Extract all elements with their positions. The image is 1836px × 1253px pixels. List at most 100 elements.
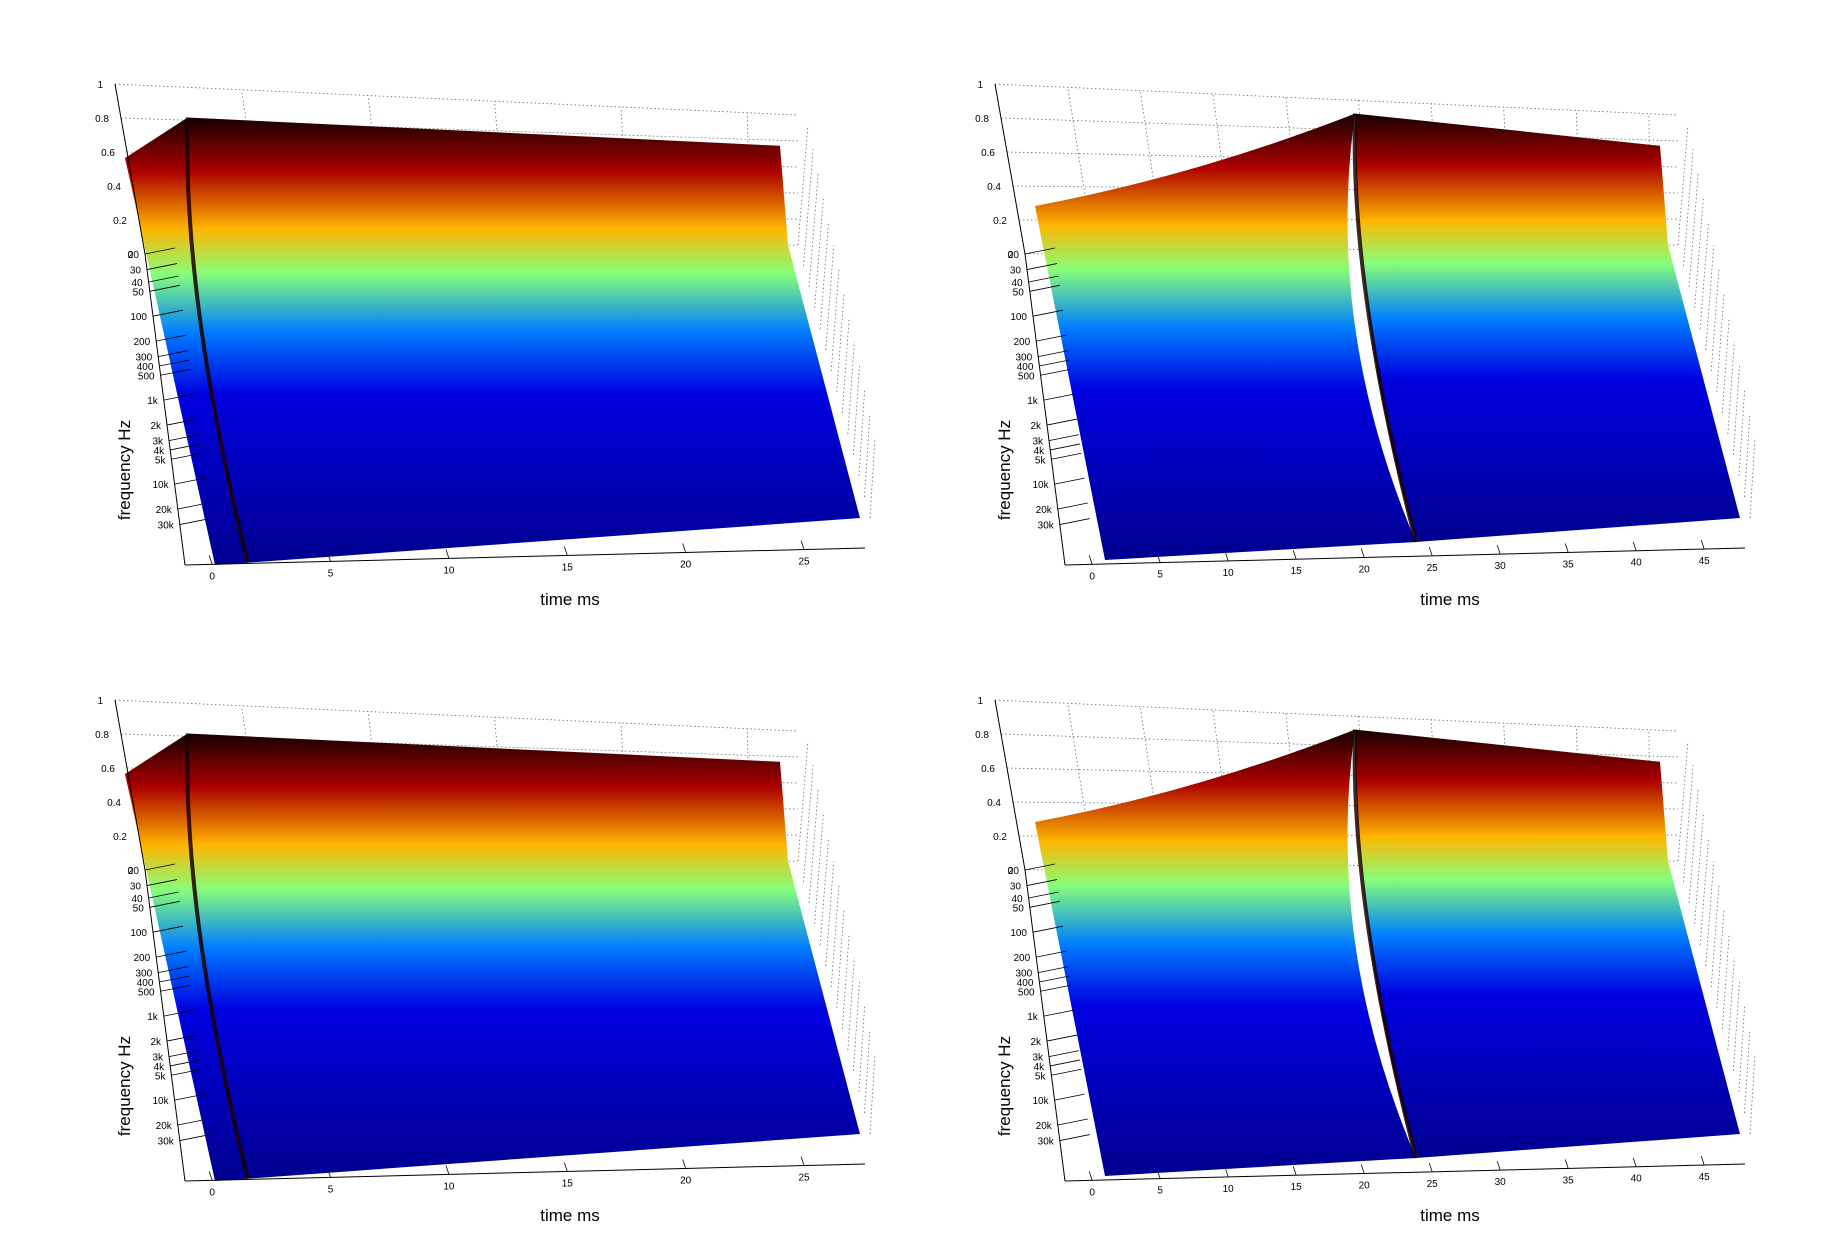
y-tick-label: 10k <box>152 1096 169 1107</box>
y-tick-label: 3k <box>1032 1053 1044 1064</box>
y-tick-label: 2k <box>150 421 162 432</box>
z-tick-label: 0.8 <box>95 730 109 741</box>
y-tick-mark <box>1038 966 1069 974</box>
y-tick-label: 400 <box>1017 978 1034 989</box>
z-tick-label: 0.6 <box>101 148 115 159</box>
y-tick-label: 300 <box>136 969 153 980</box>
y-tick-label: 100 <box>130 928 147 939</box>
surface <box>1035 729 1740 1176</box>
y-tick-mark <box>1048 434 1080 441</box>
y-tick-label: 20 <box>128 250 140 261</box>
panel-bottom-right: 00.20.40.60.81203040501002003004005001k2… <box>975 696 1756 1225</box>
y-tick-mark <box>1032 925 1064 933</box>
y-tick-mark <box>170 443 201 451</box>
x-tick-mark <box>1428 546 1433 556</box>
x-tick-label: 30 <box>1495 1177 1507 1188</box>
y-tick-label: 100 <box>1010 312 1027 323</box>
y-tick-mark <box>1039 359 1070 367</box>
z-tick-label: 0 <box>1007 866 1013 877</box>
x-tick-mark <box>1292 1166 1297 1176</box>
y-tick-label: 5k <box>1035 1071 1047 1082</box>
panel-bottom-left: 00.20.40.60.81203040501002003004005001k2… <box>95 696 876 1225</box>
y-tick-mark <box>1036 334 1067 342</box>
surface-decay <box>187 117 860 563</box>
y-tick-label: 30k <box>158 1137 175 1148</box>
x-tick-mark <box>1496 1160 1501 1171</box>
y-tick-mark <box>1043 1009 1074 1017</box>
x-tick-mark <box>208 1171 213 1181</box>
x-tick-label: 15 <box>562 562 574 573</box>
y-tick-label: 40 <box>131 278 143 289</box>
z-tick-label: 0.4 <box>107 798 121 809</box>
x-tick-label: 35 <box>1563 559 1575 570</box>
x-axis: 0 5 10 15 20 25 time ms <box>184 540 866 609</box>
x-tick-mark <box>1360 1164 1365 1174</box>
y-tick-label: 500 <box>1018 371 1035 382</box>
y-axis-label: frequency Hz <box>995 1036 1014 1136</box>
y-tick-mark <box>144 863 176 871</box>
z-axis: 0 0.2 0.4 0.6 0.8 1 <box>95 80 146 261</box>
y-tick-mark <box>1039 975 1070 983</box>
y-tick-label: 30k <box>1038 1137 1055 1148</box>
y-tick-mark <box>1028 891 1059 899</box>
x-tick-label: 0 <box>1089 571 1095 582</box>
y-tick-label: 400 <box>137 362 154 373</box>
z-tick-label: 0 <box>127 250 133 261</box>
y-tick-label: 10k <box>1032 1096 1049 1107</box>
x-tick-label: 30 <box>1495 561 1507 572</box>
y-tick-mark <box>163 393 194 401</box>
x-tick-label: 40 <box>1631 1174 1643 1185</box>
y-tick-label: 40 <box>131 894 143 905</box>
x-tick-label: 40 <box>1631 558 1643 569</box>
y-tick-mark <box>1024 247 1056 255</box>
y-tick-label: 4k <box>154 1062 166 1073</box>
x-axis: 0 5 10 15 20 25 time ms <box>184 1156 866 1225</box>
z-tick-label: 0.8 <box>975 730 989 741</box>
x-tick-mark <box>682 543 687 553</box>
y-tick-mark <box>1051 1068 1082 1076</box>
y-tick-label: 20 <box>1008 866 1020 877</box>
y-tick-mark <box>159 975 190 983</box>
y-tick-label: 30 <box>1010 882 1022 893</box>
x-tick-mark <box>208 555 213 565</box>
y-tick-mark <box>149 900 180 908</box>
y-tick-label: 30 <box>1010 266 1022 277</box>
x-tick-mark <box>445 549 450 559</box>
y-tick-label: 1k <box>147 396 159 407</box>
z-axis: 0 0.2 0.4 0.6 0.8 1 <box>95 696 146 877</box>
z-tick-label: 1 <box>97 696 103 707</box>
y-tick-label: 100 <box>1010 928 1027 939</box>
surface-decay <box>1354 729 1740 1158</box>
z-tick-label: 0.2 <box>113 832 127 843</box>
x-tick-label: 25 <box>1427 563 1439 574</box>
y-tick-mark <box>1029 284 1060 292</box>
panel-top-right: 00.20.40.60.81203040501002003004005001k2… <box>975 80 1756 609</box>
y-tick-mark <box>1036 950 1067 958</box>
y-tick-label: 3k <box>152 1053 164 1064</box>
x-tick-mark <box>1700 539 1705 550</box>
x-tick-label: 15 <box>1291 566 1303 577</box>
y-tick-mark <box>174 1093 205 1101</box>
y-tick-label: 5k <box>155 1071 167 1082</box>
surface <box>125 117 860 566</box>
y-tick-label: 50 <box>1013 903 1025 914</box>
y-axis-label: frequency Hz <box>995 420 1014 520</box>
y-tick-mark <box>166 1034 198 1042</box>
y-tick-mark <box>168 1050 200 1057</box>
x-axis-label: time ms <box>1420 1206 1480 1225</box>
x-tick-label: 20 <box>680 1175 692 1186</box>
y-tick-mark <box>158 350 189 358</box>
y-tick-label: 200 <box>1014 953 1031 964</box>
x-tick-label: 20 <box>1359 1181 1371 1192</box>
z-tick-label: 0.6 <box>981 764 995 775</box>
y-tick-mark <box>177 1118 208 1126</box>
x-tick-mark <box>445 1165 450 1175</box>
y-tick-mark <box>1038 350 1069 358</box>
y-tick-label: 1k <box>147 1012 159 1023</box>
x-tick-mark <box>1496 544 1501 555</box>
y-tick-label: 40 <box>1011 894 1023 905</box>
x-tick-mark <box>1224 551 1229 562</box>
